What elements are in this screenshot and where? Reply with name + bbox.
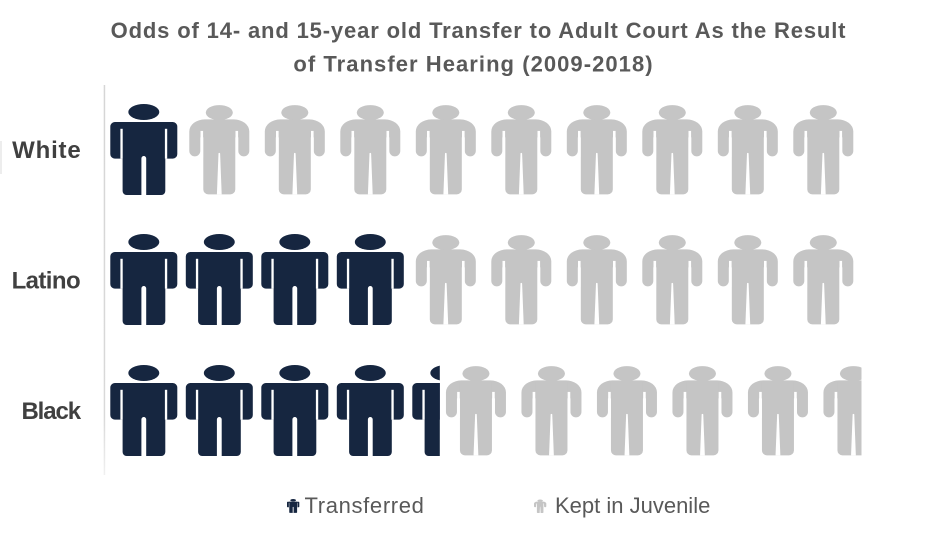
svg-text:Transferred: Transferred [305, 493, 425, 518]
svg-text:Black: Black [21, 398, 81, 425]
svg-text:Odds of 14- and 15-year old Tr: Odds of 14- and 15-year old Transfer to … [111, 18, 847, 43]
svg-text:Latino: Latino [12, 268, 80, 295]
svg-text:White: White [12, 137, 81, 164]
svg-text:of Transfer Hearing (2009-2018: of Transfer Hearing (2009-2018) [293, 52, 653, 77]
svg-text:Kept in Juvenile: Kept in Juvenile [555, 493, 710, 518]
